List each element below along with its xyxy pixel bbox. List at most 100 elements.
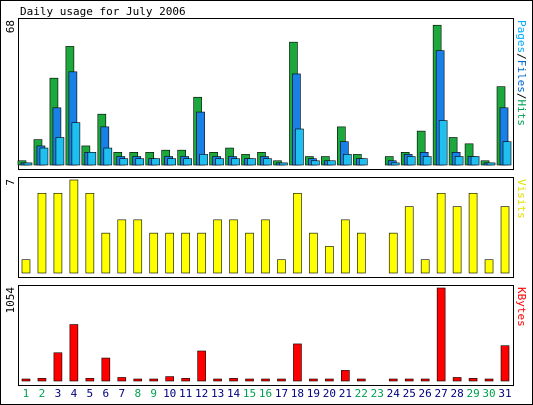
- legend-entry-hits-2: Files: [515, 60, 528, 93]
- legend-visits: Visits: [515, 179, 528, 219]
- bar-kbytes-30: [484, 378, 494, 382]
- bar-kbytes-8: [133, 378, 143, 382]
- bar-visits-10: [165, 232, 174, 274]
- bar-visits-13: [213, 219, 222, 274]
- bar-visits-28: [452, 206, 462, 274]
- x-tick-label-7: 7: [118, 387, 125, 400]
- panel-frame-hits: [18, 18, 514, 170]
- bar-kbytes-11: [181, 378, 190, 382]
- x-tick-label-6: 6: [103, 387, 110, 400]
- bar-visits-19: [309, 232, 318, 274]
- x-tick-label-29: 29: [466, 387, 479, 400]
- legend-entry-kbytes-0: KBytes: [515, 287, 528, 327]
- x-tick-label-1: 1: [23, 387, 30, 400]
- bar-hits-pages-7: [119, 158, 129, 166]
- x-tick-label-24: 24: [387, 387, 401, 400]
- bar-visits-15: [245, 232, 254, 274]
- panel-frame-kbytes: [18, 285, 514, 386]
- bar-visits-8: [133, 219, 143, 274]
- x-tick-label-30: 30: [482, 387, 495, 400]
- bar-kbytes-16: [261, 378, 270, 382]
- bar-kbytes-1: [21, 378, 31, 382]
- legend-entry-visits-0: Visits: [515, 179, 528, 219]
- x-tick-label-2: 2: [39, 387, 46, 400]
- bar-kbytes-15: [245, 378, 254, 382]
- x-tick-label-11: 11: [179, 387, 192, 400]
- bar-hits-pages-11: [183, 158, 192, 166]
- x-tick-label-20: 20: [323, 387, 336, 400]
- x-tick-label-25: 25: [403, 387, 416, 400]
- bar-kbytes-4: [69, 324, 79, 382]
- bar-kbytes-25: [404, 378, 414, 382]
- x-tick-label-9: 9: [150, 387, 157, 400]
- bar-kbytes-2: [37, 378, 47, 382]
- bar-hits-pages-18: [295, 128, 304, 166]
- bar-kbytes-7: [117, 377, 127, 382]
- bar-kbytes-27: [436, 287, 446, 382]
- x-tick-label-28: 28: [450, 387, 463, 400]
- bar-hits-pages-21: [343, 154, 352, 166]
- bar-visits-22: [357, 232, 366, 274]
- x-tick-label-31: 31: [498, 387, 511, 400]
- bar-hits-pages-1: [23, 162, 33, 166]
- bar-kbytes-26: [420, 378, 430, 382]
- bar-hits-pages-26: [422, 156, 432, 166]
- bar-kbytes-9: [149, 378, 159, 382]
- legend-entry-hits-0: Pages: [515, 20, 528, 53]
- bar-hits-pages-12: [199, 154, 208, 166]
- bar-visits-29: [468, 192, 478, 274]
- x-tick-label-13: 13: [211, 387, 224, 400]
- bar-visits-12: [197, 232, 206, 274]
- bar-visits-30: [484, 259, 494, 274]
- bar-hits-pages-30: [486, 162, 496, 166]
- bar-visits-5: [85, 192, 95, 274]
- x-tick-label-27: 27: [435, 387, 448, 400]
- bar-visits-9: [149, 232, 159, 274]
- bar-visits-31: [500, 206, 510, 274]
- bar-visits-1: [21, 259, 31, 274]
- bar-kbytes-18: [293, 343, 302, 382]
- bar-kbytes-5: [85, 378, 95, 382]
- bar-kbytes-24: [388, 378, 398, 382]
- bar-hits-pages-16: [263, 158, 272, 166]
- x-tick-label-23: 23: [371, 387, 384, 400]
- bar-hits-pages-13: [215, 158, 224, 166]
- chart-title: Daily usage for July 2006: [20, 5, 186, 18]
- bar-visits-20: [325, 246, 334, 274]
- bar-hits-pages-28: [454, 156, 464, 166]
- bar-hits-pages-25: [406, 156, 416, 166]
- bar-visits-3: [53, 192, 63, 274]
- x-tick-label-10: 10: [163, 387, 176, 400]
- bar-visits-14: [229, 219, 238, 274]
- bar-kbytes-10: [165, 376, 174, 382]
- bar-kbytes-13: [213, 378, 222, 382]
- bar-visits-25: [404, 206, 414, 274]
- bar-hits-pages-31: [502, 141, 512, 166]
- x-tick-label-22: 22: [355, 387, 368, 400]
- x-tick-label-17: 17: [275, 387, 288, 400]
- x-tick-label-19: 19: [307, 387, 320, 400]
- bar-hits-pages-6: [103, 147, 113, 166]
- bar-kbytes-3: [53, 352, 63, 382]
- legend-entry-hits-1: /: [515, 53, 528, 60]
- bar-kbytes-12: [197, 350, 206, 382]
- bar-hits-pages-20: [327, 160, 336, 166]
- bar-visits-2: [37, 192, 47, 274]
- bar-hits-pages-4: [71, 122, 81, 166]
- bar-kbytes-21: [341, 370, 350, 382]
- y-max-label-hits: 68: [4, 20, 17, 33]
- bar-hits-pages-14: [231, 158, 240, 166]
- legend-entry-hits-4: Hits: [515, 100, 528, 127]
- bar-hits-pages-22: [359, 158, 368, 166]
- y-max-label-kbytes: 1054: [4, 287, 17, 314]
- x-tick-label-15: 15: [243, 387, 256, 400]
- bar-kbytes-6: [101, 357, 111, 382]
- bar-hits-pages-24: [390, 162, 400, 166]
- y-max-label-visits: 7: [4, 179, 17, 186]
- legend-entry-hits-3: /: [515, 93, 528, 100]
- bar-hits-pages-19: [311, 160, 320, 166]
- bar-visits-16: [261, 219, 270, 274]
